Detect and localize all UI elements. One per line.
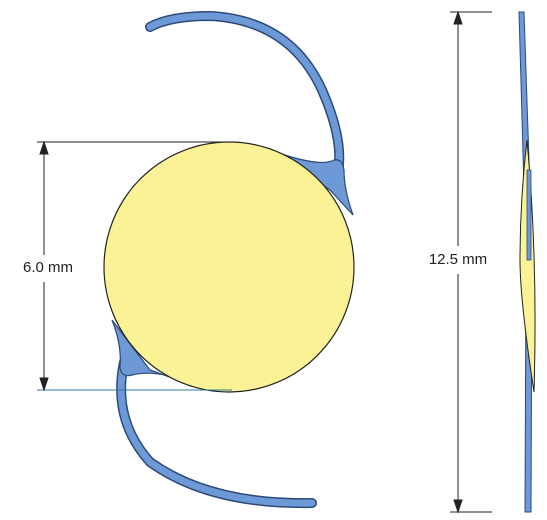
optic (103, 141, 355, 393)
diameter-dimension (37, 140, 232, 392)
length-dimension (450, 10, 492, 514)
side-view (518, 11, 536, 513)
label-background (426, 250, 490, 268)
length-label: 12.5 mm (429, 251, 487, 268)
haptics (116, 10, 345, 509)
diameter-label: 6.0 mm (23, 259, 73, 276)
label-background (20, 258, 76, 276)
